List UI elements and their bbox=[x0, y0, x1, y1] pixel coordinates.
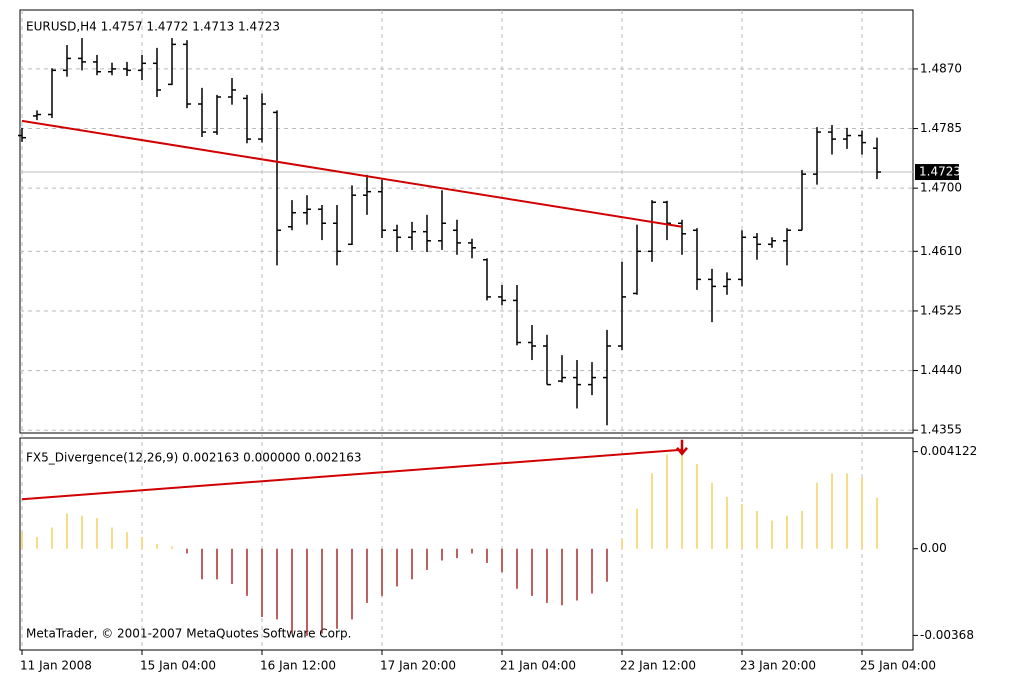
x-tick-label: 11 Jan 2008 bbox=[20, 659, 92, 673]
trendline bbox=[21, 119, 683, 228]
last-price-label: 1.4723 bbox=[919, 165, 961, 179]
copyright: MetaTrader, © 2001-2007 MetaQuotes Softw… bbox=[26, 627, 351, 641]
x-tick-label: 21 Jan 04:00 bbox=[500, 659, 576, 673]
last-price-box bbox=[915, 164, 959, 181]
y-tick-label: -0.00368 bbox=[920, 628, 974, 642]
x-tick-label: 17 Jan 20:00 bbox=[380, 659, 456, 673]
x-tick-label: 25 Jan 04:00 bbox=[860, 659, 936, 673]
indicator-pane bbox=[19, 437, 914, 651]
y-tick-label: 0.00 bbox=[920, 541, 947, 555]
x-tick-label: 23 Jan 20:00 bbox=[740, 659, 816, 673]
y-tick-label: 1.4700 bbox=[920, 181, 962, 195]
y-tick-label: 1.4440 bbox=[920, 363, 962, 377]
y-tick-label: 1.4355 bbox=[920, 423, 962, 437]
x-tick-label: 22 Jan 12:00 bbox=[620, 659, 696, 673]
x-tick-label: 16 Jan 12:00 bbox=[260, 659, 336, 673]
price-pane bbox=[19, 9, 914, 434]
y-tick-label: 0.004122 bbox=[920, 444, 977, 458]
chart-title: EURUSD,H4 1.4757 1.4772 1.4713 1.4723 bbox=[26, 20, 280, 34]
y-tick-label: 1.4525 bbox=[920, 303, 962, 317]
trendline bbox=[21, 448, 683, 501]
divergence-arrow bbox=[676, 439, 688, 456]
indicator-title: FX5_Divergence(12,26,9) 0.002163 0.00000… bbox=[26, 451, 362, 465]
x-tick-label: 15 Jan 04:00 bbox=[140, 659, 216, 673]
y-tick-label: 1.4870 bbox=[920, 61, 962, 75]
y-tick-label: 1.4610 bbox=[920, 244, 962, 258]
y-tick-label: 1.4785 bbox=[920, 121, 962, 135]
